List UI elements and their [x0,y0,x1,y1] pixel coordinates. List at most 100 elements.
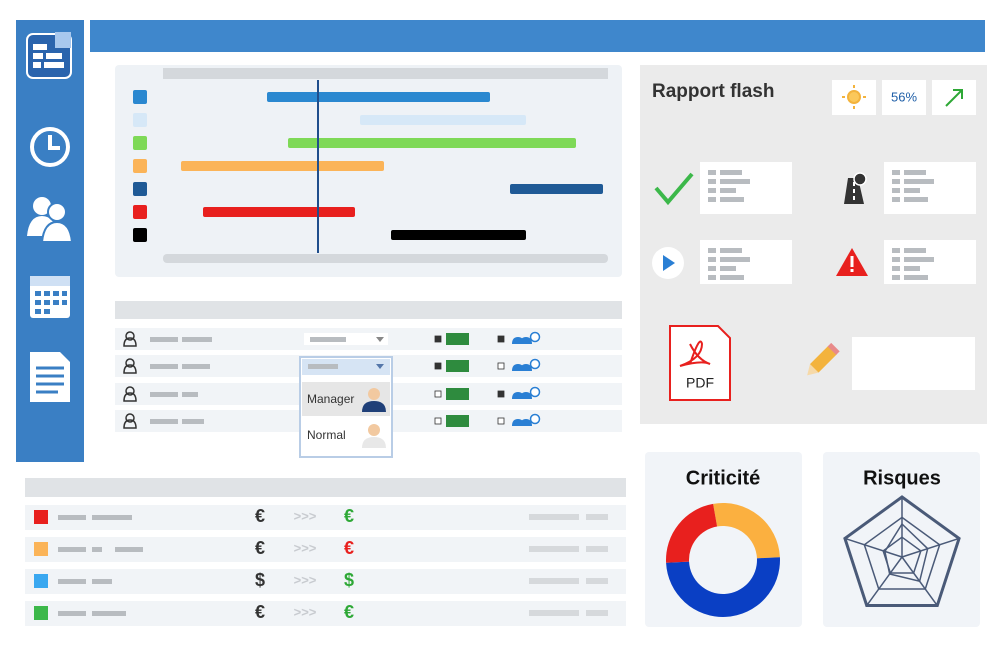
placeholder [892,275,900,280]
placeholder [529,578,579,584]
placeholder [310,337,346,342]
select-arrow [376,337,384,342]
placeholder [720,275,744,280]
checkbox[interactable] [497,390,505,398]
gantt-bar [288,138,576,148]
calendar-icon[interactable] [30,276,70,318]
user-icon [123,331,137,347]
clock-icon[interactable] [30,127,70,167]
radar-spoke [844,537,903,558]
placeholder [308,364,338,369]
placeholder [92,515,132,520]
placeholder [58,579,86,584]
percent-button[interactable] [882,80,926,115]
placeholder [529,546,579,552]
currency-to: € [344,506,354,526]
color-key [34,542,48,556]
road-icon [844,172,867,204]
placeholder [892,197,900,202]
placeholder [92,611,126,616]
team-icon [512,364,532,371]
trend-icon [945,89,963,107]
placeholder [892,179,900,184]
gantt-bar [181,161,384,171]
rapport-panel: Rapport flash 56% PDF [640,65,987,424]
radar-shape [884,522,929,583]
placeholder [892,257,900,262]
placeholder [58,611,86,616]
money-icon [446,388,469,400]
note-box [852,337,975,390]
currency-to: € [344,538,354,558]
users-icon[interactable] [27,197,74,243]
placeholder [904,170,926,175]
dropdown-option[interactable]: Manager [307,392,354,406]
panel-title: Rapport flash [652,81,774,102]
checkbox[interactable] [434,335,442,343]
criticite-panel: Criticité [645,452,802,627]
time-icon [529,331,541,343]
top-bar [90,20,985,52]
placeholder [150,337,178,342]
color-key [34,606,48,620]
warning-icon [836,248,868,276]
placeholder [92,579,112,584]
placeholder [529,514,579,520]
panel-title: Risques [863,467,941,489]
checkbox[interactable] [497,417,505,425]
placeholder [892,170,900,175]
pdf-icon[interactable]: PDF [669,325,731,401]
document-icon[interactable] [30,352,70,402]
placeholder [586,578,608,584]
money-icon [446,333,469,345]
placeholder [58,515,86,520]
percent-label: 56% [891,89,917,104]
checkbox[interactable] [497,362,505,370]
placeholder [182,419,204,424]
checkbox[interactable] [434,417,442,425]
checkbox[interactable] [434,362,442,370]
team-icon [512,392,532,399]
select-arrow [376,364,384,369]
radar-ring [843,495,961,608]
check-icon [654,172,694,206]
arrow-label: >>> [294,508,317,523]
placeholder [720,197,744,202]
placeholder [720,248,742,253]
team-table: Manager Normal [115,301,622,458]
donut-segment [666,557,780,617]
gantt-panel [115,65,622,277]
finance-table: € >>> € € >>> € $ >>> $ € >>> € [25,478,626,626]
placeholder [529,610,579,616]
gantt-bar [391,230,526,240]
time-icon [529,386,541,398]
color-key [34,510,48,524]
placeholder [586,610,608,616]
dropdown-option[interactable]: Normal [307,428,346,442]
gantt-key [133,113,147,127]
placeholder [708,188,716,193]
placeholder [708,248,716,253]
play-icon [652,247,684,279]
avatar-body [362,437,386,448]
placeholder [720,257,750,262]
placeholder [708,197,716,202]
checkbox[interactable] [497,335,505,343]
placeholder [904,188,920,193]
gantt-bar [267,92,490,102]
placeholder [182,392,198,397]
placeholder [586,546,608,552]
arrow-label: >>> [294,604,317,619]
placeholder [904,197,928,202]
currency-from: € [255,506,265,526]
placeholder [904,248,926,253]
gantt-key [133,182,147,196]
currency-from: $ [255,570,265,590]
avatar-head [368,424,380,436]
currency-to: $ [344,570,354,590]
checkbox[interactable] [434,390,442,398]
placeholder [708,170,716,175]
placeholder [150,364,178,369]
placeholder [892,248,900,253]
